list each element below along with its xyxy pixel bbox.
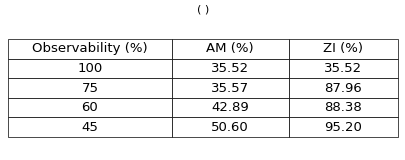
Text: ( ): ( ) <box>196 5 209 15</box>
